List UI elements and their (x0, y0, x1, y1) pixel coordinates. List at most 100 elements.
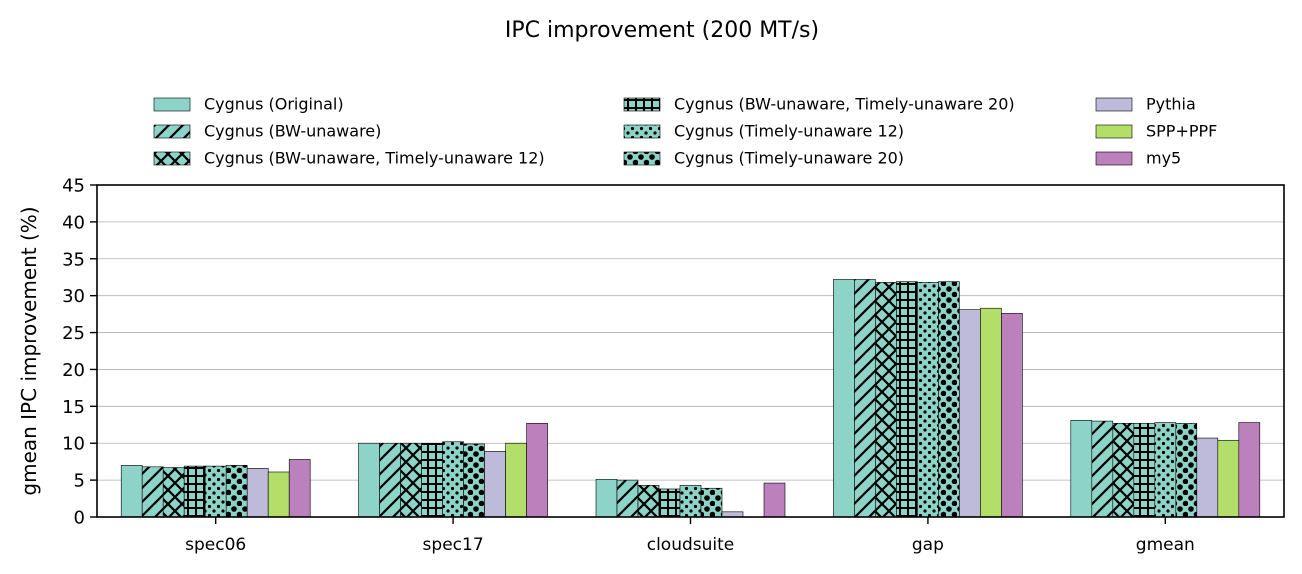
bar-cloudsuite-my5 (763, 482, 786, 518)
bar-spec17-pythia (484, 451, 506, 518)
bar-spec17-cygnus-timely-unaware-20 (463, 443, 485, 518)
legend-item-cygnus-bw-unaware-timely-unaware-20: Cygnus (BW-unaware, Timely-unaware 20) (623, 95, 1015, 114)
bar-gmean-cygnus-timely-unaware-20 (1175, 423, 1198, 518)
bar (1217, 439, 1240, 518)
bar (288, 459, 311, 518)
legend-swatch-hatch (154, 125, 190, 138)
legend-swatch-hatch (624, 98, 660, 111)
bar-hatch (854, 279, 876, 517)
y-tick-label: 15 (62, 397, 85, 418)
bar-spec17-cygnus-original (358, 442, 380, 518)
bar-gap-spp-ppf (980, 307, 1002, 518)
y-tick-label: 45 (62, 176, 85, 197)
bar-spec17-cygnus-bw-unaware-timely-unaware-20 (421, 442, 443, 518)
y-tick-label: 30 (62, 286, 85, 307)
bar (246, 468, 269, 518)
bar (267, 471, 290, 518)
bar-hatch (421, 443, 443, 517)
y-axis-ticks: 0 5 10 15 20 25 30 35 40 45 (62, 176, 97, 529)
bar-gap-cygnus-bw-unaware-timely-unaware-20 (896, 281, 918, 518)
bar-hatch (938, 281, 960, 517)
legend-swatch-hatch (624, 152, 660, 165)
legend-label: Cygnus (Timely-unaware 12) (674, 122, 904, 141)
bar-spec17-cygnus-timely-unaware-12 (442, 441, 464, 518)
bar (763, 482, 786, 518)
x-tick-label: gmean (1136, 535, 1195, 555)
y-tick-label: 25 (62, 323, 85, 344)
y-tick-label: 0 (74, 508, 85, 529)
bar-hatch (896, 281, 918, 517)
bar (484, 451, 506, 518)
bar-hatch (1091, 421, 1113, 517)
chart-legend: Cygnus (Original) Cygnus (BW-unaware) Cygn… (153, 95, 1217, 168)
bar-spec06-spp-ppf (267, 471, 290, 518)
bar-hatch (875, 282, 897, 517)
legend-item-cygnus-bw-unaware: Cygnus (BW-unaware) (153, 122, 381, 141)
bar-gmean-spp-ppf (1217, 439, 1240, 518)
bar-gmean-cygnus-timely-unaware-12 (1154, 422, 1177, 518)
x-tick-label: gap (912, 535, 944, 555)
legend-label: Cygnus (BW-unaware) (204, 122, 381, 141)
bar-gmean-pythia (1196, 437, 1219, 518)
bar (833, 279, 855, 518)
bar (595, 479, 618, 518)
bar-hatch (205, 466, 227, 517)
plot-frame (96, 184, 1285, 518)
legend-swatch-hatch (154, 152, 190, 165)
legend-label: Cygnus (Original) (204, 95, 344, 114)
bar (120, 465, 143, 518)
y-tick-label: 35 (62, 249, 85, 270)
bar-cloudsuite-cygnus-bw-unaware-timely-unaware-12 (637, 484, 660, 518)
bar (1001, 313, 1023, 518)
bar-gap-cygnus-timely-unaware-12 (917, 282, 939, 518)
bar-spec17-my5 (526, 423, 548, 518)
legend-item-spp-ppf: SPP+PPF (1095, 122, 1217, 141)
legend-item-my5: my5 (1095, 149, 1181, 168)
bar-spec17-spp-ppf (505, 442, 527, 518)
bar-group (120, 279, 1261, 518)
bar-hatch (1154, 422, 1176, 517)
legend-item-cygnus-timely-unaware-12: Cygnus (Timely-unaware 12) (623, 122, 904, 141)
legend-item-cygnus-original: Cygnus (Original) (153, 95, 344, 114)
bar-hatch (680, 485, 701, 517)
legend-label: SPP+PPF (1146, 122, 1217, 141)
bar-cloudsuite-cygnus-bw-unaware-timely-unaware-20 (658, 488, 681, 518)
y-axis-label: gmean IPC improvement (%) (17, 206, 41, 495)
bar-cloudsuite-cygnus-bw-unaware (616, 479, 639, 518)
legend-label: Cygnus (BW-unaware, Timely-unaware 12) (204, 149, 545, 168)
bar-hatch (442, 441, 464, 517)
bar-hatch (163, 467, 185, 517)
bar-hatch (142, 466, 164, 517)
bar-hatch (379, 443, 401, 517)
bar (980, 307, 1002, 518)
bar-spec06-cygnus-bw-unaware (141, 466, 164, 518)
bar (526, 423, 548, 518)
bar (1070, 420, 1093, 518)
bar-hatch (701, 488, 722, 517)
bar-spec17-cygnus-bw-unaware-timely-unaware-12 (400, 442, 422, 518)
bar-spec06-cygnus-bw-unaware-timely-unaware-12 (162, 467, 185, 518)
x-tick-label: spec17 (423, 535, 484, 555)
legend-label: Pythia (1146, 95, 1196, 114)
bar-hatch (463, 443, 485, 517)
y-tick-label: 40 (62, 212, 85, 233)
gridlines (97, 221, 1284, 481)
bar-spec06-cygnus-original (120, 465, 143, 518)
bar-gmean-cygnus-bw-unaware-timely-unaware-20 (1133, 423, 1156, 518)
bar-hatch (1112, 423, 1134, 517)
bar-gap-cygnus-original (833, 279, 855, 518)
bar-gmean-cygnus-bw-unaware (1091, 420, 1114, 518)
legend-swatch (1095, 97, 1133, 112)
bar (1238, 422, 1261, 518)
bar-spec06-pythia (246, 468, 269, 518)
bar-cloudsuite-cygnus-timely-unaware-20 (700, 487, 723, 518)
legend-swatch (1095, 124, 1133, 139)
bar (1196, 437, 1219, 518)
bar-gmean-my5 (1238, 422, 1261, 518)
bar-hatch (400, 443, 422, 517)
bar-hatch (659, 488, 680, 517)
y-tick-label: 5 (74, 471, 85, 492)
legend-item-pythia: Pythia (1095, 95, 1196, 114)
bar (358, 442, 380, 518)
